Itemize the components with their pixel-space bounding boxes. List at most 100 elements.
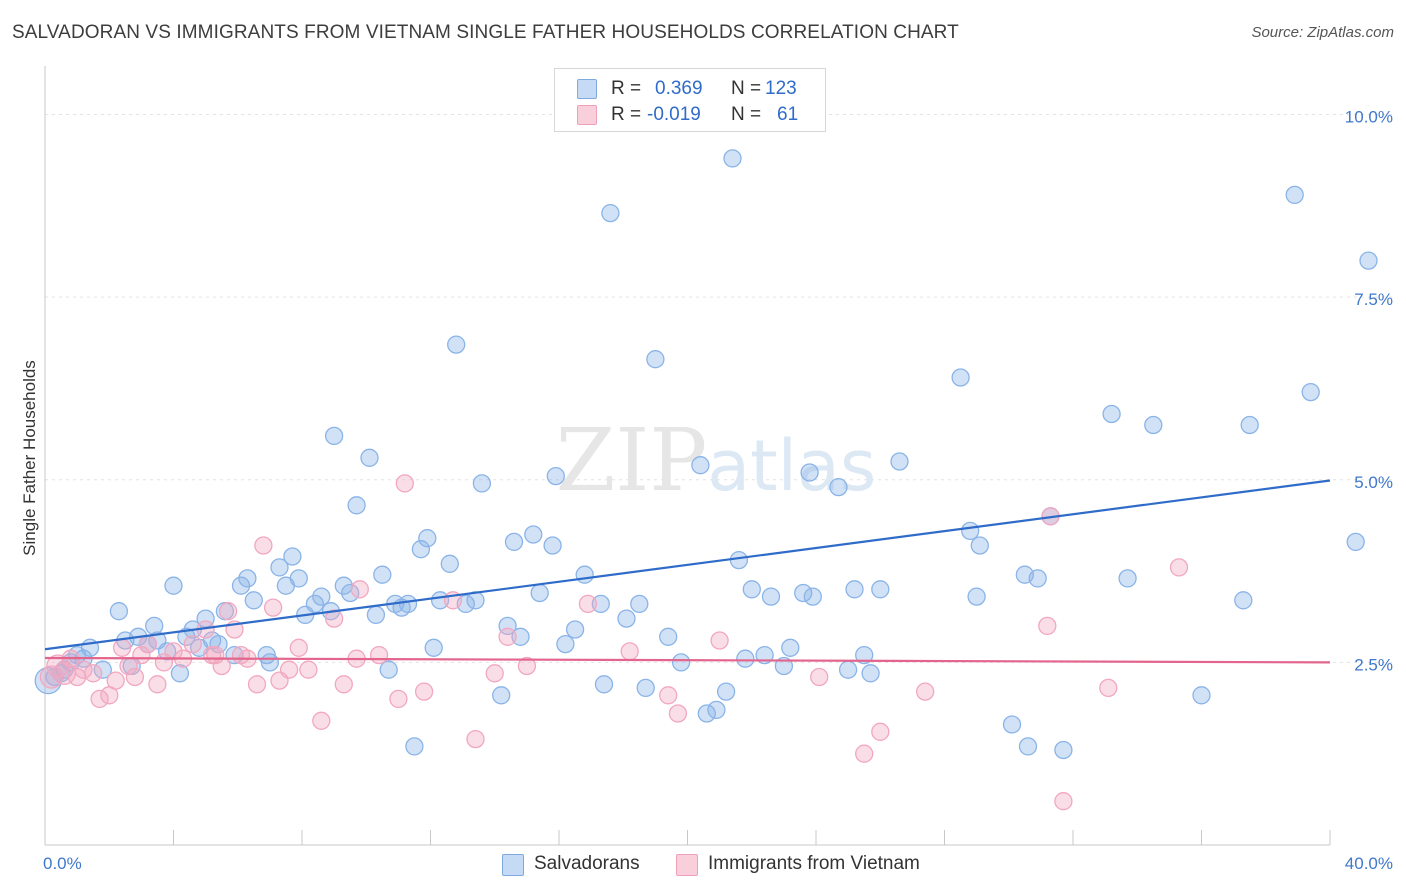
n-label: N = <box>731 78 762 99</box>
salvadorans-point <box>405 737 424 756</box>
stats-box: R = 0.369 N = 123 R = -0.019 N = 61 <box>554 68 826 132</box>
salvadorans-point <box>379 660 398 679</box>
vietnam-point <box>299 660 318 679</box>
salvadorans-point <box>716 682 736 701</box>
salvadorans-point <box>447 335 466 354</box>
salvadorans-point <box>729 550 749 570</box>
salvadorans-point <box>671 653 691 672</box>
salvadorans-point <box>424 638 443 657</box>
vietnam-point <box>125 667 145 687</box>
tick-labels: 2.5% 5.0% 7.5% 10.0% 0.0% 40.0% <box>43 108 1393 873</box>
legend-label-vietnam: Immigrants from Vietnam <box>708 853 920 874</box>
salvadorans-point <box>546 466 565 486</box>
vietnam-point <box>389 689 408 709</box>
n-value-salvadorans: 123 <box>765 78 797 99</box>
vietnam-point <box>212 656 231 676</box>
salvadorans-point <box>659 627 678 646</box>
salvadorans-point <box>283 547 302 566</box>
salvadorans-point <box>800 463 819 482</box>
salvadorans-point <box>238 569 257 588</box>
x-tick-label-min: 0.0% <box>43 854 82 873</box>
salvadorans-point <box>556 634 575 654</box>
salvadorans-trend-line <box>44 479 1331 651</box>
vietnam-point <box>871 722 890 741</box>
legend-label-salvadorans: Salvadorans <box>534 853 640 874</box>
vietnam-point <box>254 536 273 555</box>
salvadorans-point <box>360 448 379 467</box>
salvadorans-point <box>305 594 325 614</box>
vietnam-point <box>324 609 344 628</box>
salvadorans-point <box>774 656 794 676</box>
salvadorans-point <box>1346 532 1365 552</box>
salvadorans-point <box>270 558 289 577</box>
salvadorans-point <box>591 594 610 614</box>
salvadorans-point <box>1192 686 1211 705</box>
salvadorans-point <box>504 532 524 552</box>
vietnam-point <box>659 686 678 705</box>
r-value-salvadorans: 0.369 <box>655 78 703 99</box>
salvadorans-point <box>324 426 344 446</box>
salvadorans-point <box>177 627 196 646</box>
salvadorans-point <box>970 536 989 555</box>
salvadorans-point <box>803 587 822 606</box>
salvadorans-point <box>341 583 360 603</box>
salvadorans-point <box>411 540 431 559</box>
vietnam-point <box>414 682 434 701</box>
n-label: N = <box>731 104 762 125</box>
watermark: ZIPatlas <box>556 411 877 511</box>
vietnam-point <box>39 665 64 689</box>
salvadorans-point <box>565 620 585 639</box>
salvadorans-point <box>967 587 986 606</box>
vietnam-point <box>183 634 202 654</box>
salvadorans-point <box>961 521 980 541</box>
salvadorans-point <box>691 456 710 475</box>
salvadorans-point <box>1002 715 1022 734</box>
salvadorans-point <box>1018 737 1038 756</box>
salvadorans-point <box>845 580 864 599</box>
salvadorans-point <box>1144 415 1163 435</box>
salvadorans-point <box>1118 569 1137 588</box>
vietnam-point <box>810 667 829 687</box>
r-label: R = <box>611 78 642 99</box>
salvadorans-points <box>34 149 1378 760</box>
salvadorans-point <box>890 452 909 471</box>
salvadorans-point <box>617 609 636 628</box>
vietnam-point <box>350 580 369 599</box>
vietnam-point <box>138 634 157 654</box>
vietnam-point <box>218 602 238 621</box>
salvadorans-point <box>312 587 331 606</box>
salvadorans-point <box>838 660 858 679</box>
vietnam-point <box>466 729 485 749</box>
vietnam-point <box>369 645 389 665</box>
vietnam-point <box>498 627 517 646</box>
vietnam-point <box>289 638 308 657</box>
r-label: R = <box>611 104 642 125</box>
salvadorans-point <box>1301 382 1320 402</box>
salvadorans-point <box>347 496 366 515</box>
salvadorans-point <box>530 583 549 603</box>
salvadorans-point <box>543 536 562 555</box>
salvadorans-point <box>630 594 649 614</box>
vietnam-point <box>1038 616 1057 636</box>
salvadorans-point <box>524 525 543 544</box>
salvadorans-point <box>829 477 848 497</box>
salvadorans-point <box>398 594 418 614</box>
salvadorans-point <box>861 664 880 683</box>
salvadorans-point <box>1240 415 1259 435</box>
vietnam-point <box>312 711 331 730</box>
salvadorans-point <box>636 678 655 698</box>
vietnam-point <box>106 671 125 690</box>
salvadorans-point <box>260 653 280 672</box>
salvadorans-point <box>646 350 665 369</box>
chart-title: SALVADORAN VS IMMIGRANTS FROM VIETNAM SI… <box>12 22 959 43</box>
salvadorans-point <box>418 529 437 548</box>
vietnam-point <box>164 642 183 661</box>
salvadorans-point <box>1054 740 1073 760</box>
salvadorans-swatch <box>577 79 597 99</box>
n-value-vietnam: 61 <box>777 104 799 125</box>
vietnam-point <box>279 660 299 679</box>
salvadorans-point <box>594 675 614 694</box>
salvadorans-point <box>1234 591 1253 610</box>
salvadorans-point <box>1102 404 1121 424</box>
legend-swatch-salvadorans <box>502 854 524 876</box>
